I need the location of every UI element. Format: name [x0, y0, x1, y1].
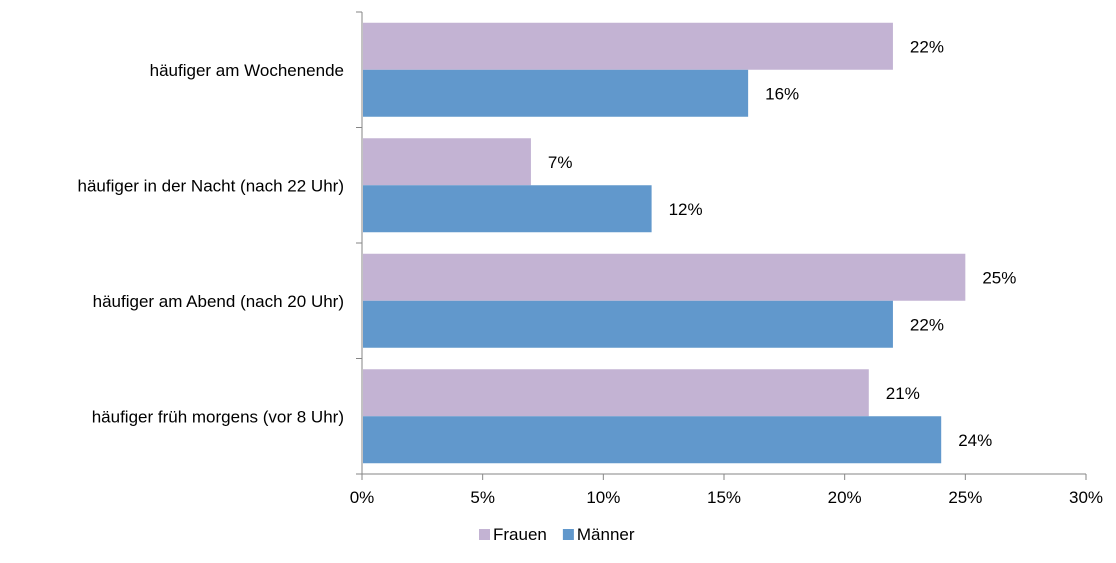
data-label: 22%: [910, 315, 944, 334]
bar-männer: [363, 69, 749, 117]
bar-männer: [363, 300, 893, 348]
x-tick-label: 15%: [707, 488, 741, 507]
legend: Frauen Männer: [479, 525, 635, 544]
bar-frauen: [363, 138, 531, 186]
x-tick-label: 0%: [350, 488, 375, 507]
category-labels: häufiger am Wochenende häufiger in der Na…: [78, 61, 344, 427]
bar-frauen: [363, 22, 893, 70]
axes: [356, 11, 1087, 480]
category-label: häufiger früh morgens (vor 8 Uhr): [92, 407, 344, 426]
x-tick-label: 30%: [1069, 488, 1103, 507]
bar-frauen: [363, 369, 869, 417]
x-tick-label: 5%: [470, 488, 495, 507]
x-tick-label: 10%: [586, 488, 620, 507]
data-labels: 22% 16% 7% 12% 25% 22% 21% 24%: [548, 37, 1016, 450]
tick-labels: 0% 5% 10% 15% 20% 25% 30%: [350, 488, 1103, 507]
legend-swatch-männer: [562, 529, 574, 540]
legend-label: Frauen: [493, 525, 547, 544]
data-label: 16%: [765, 84, 799, 103]
data-label: 21%: [886, 384, 920, 403]
bar-frauen: [363, 253, 966, 301]
category-label: häufiger am Wochenende: [150, 61, 344, 80]
data-label: 24%: [958, 431, 992, 450]
x-tick-label: 25%: [948, 488, 982, 507]
data-label: 7%: [548, 153, 573, 172]
data-label: 12%: [669, 200, 703, 219]
data-label: 22%: [910, 37, 944, 56]
category-label: häufiger in der Nacht (nach 22 Uhr): [78, 176, 344, 195]
legend-swatch-frauen: [479, 529, 490, 540]
category-label: häufiger am Abend (nach 20 Uhr): [93, 292, 344, 311]
bar-männer: [363, 416, 942, 464]
bar-männer: [363, 185, 652, 233]
data-label: 25%: [982, 268, 1016, 287]
x-tick-label: 20%: [828, 488, 862, 507]
legend-label: Männer: [577, 525, 635, 544]
bars: [363, 22, 966, 464]
